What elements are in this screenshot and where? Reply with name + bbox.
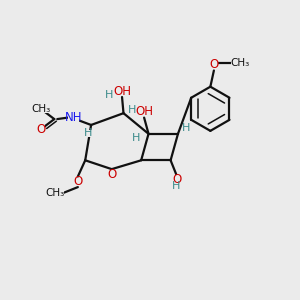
FancyBboxPatch shape (173, 182, 180, 190)
FancyBboxPatch shape (106, 91, 113, 99)
Text: CH₃: CH₃ (45, 188, 64, 198)
Text: H: H (182, 123, 190, 133)
Text: CH₃: CH₃ (32, 104, 51, 114)
Text: NH: NH (65, 111, 82, 124)
FancyBboxPatch shape (74, 178, 82, 186)
Text: OH: OH (135, 105, 153, 118)
Text: O: O (36, 123, 46, 136)
FancyBboxPatch shape (172, 175, 181, 184)
Text: H: H (132, 133, 140, 143)
Text: H: H (84, 128, 92, 138)
Text: CH₃: CH₃ (231, 58, 250, 68)
FancyBboxPatch shape (133, 134, 140, 142)
Text: H: H (172, 181, 181, 191)
FancyBboxPatch shape (85, 130, 92, 137)
Text: OH: OH (113, 85, 131, 98)
Text: O: O (209, 58, 218, 71)
FancyBboxPatch shape (210, 61, 218, 69)
Text: O: O (73, 175, 83, 188)
FancyBboxPatch shape (129, 106, 136, 114)
Text: H: H (128, 105, 136, 115)
FancyBboxPatch shape (138, 107, 150, 115)
FancyBboxPatch shape (68, 113, 79, 122)
FancyBboxPatch shape (231, 59, 250, 67)
Text: O: O (108, 168, 117, 181)
FancyBboxPatch shape (116, 87, 128, 95)
Text: O: O (172, 173, 181, 186)
FancyBboxPatch shape (32, 105, 51, 113)
Text: H: H (105, 90, 114, 100)
FancyBboxPatch shape (45, 189, 64, 197)
FancyBboxPatch shape (108, 170, 117, 178)
FancyBboxPatch shape (182, 124, 190, 132)
FancyBboxPatch shape (37, 125, 45, 134)
